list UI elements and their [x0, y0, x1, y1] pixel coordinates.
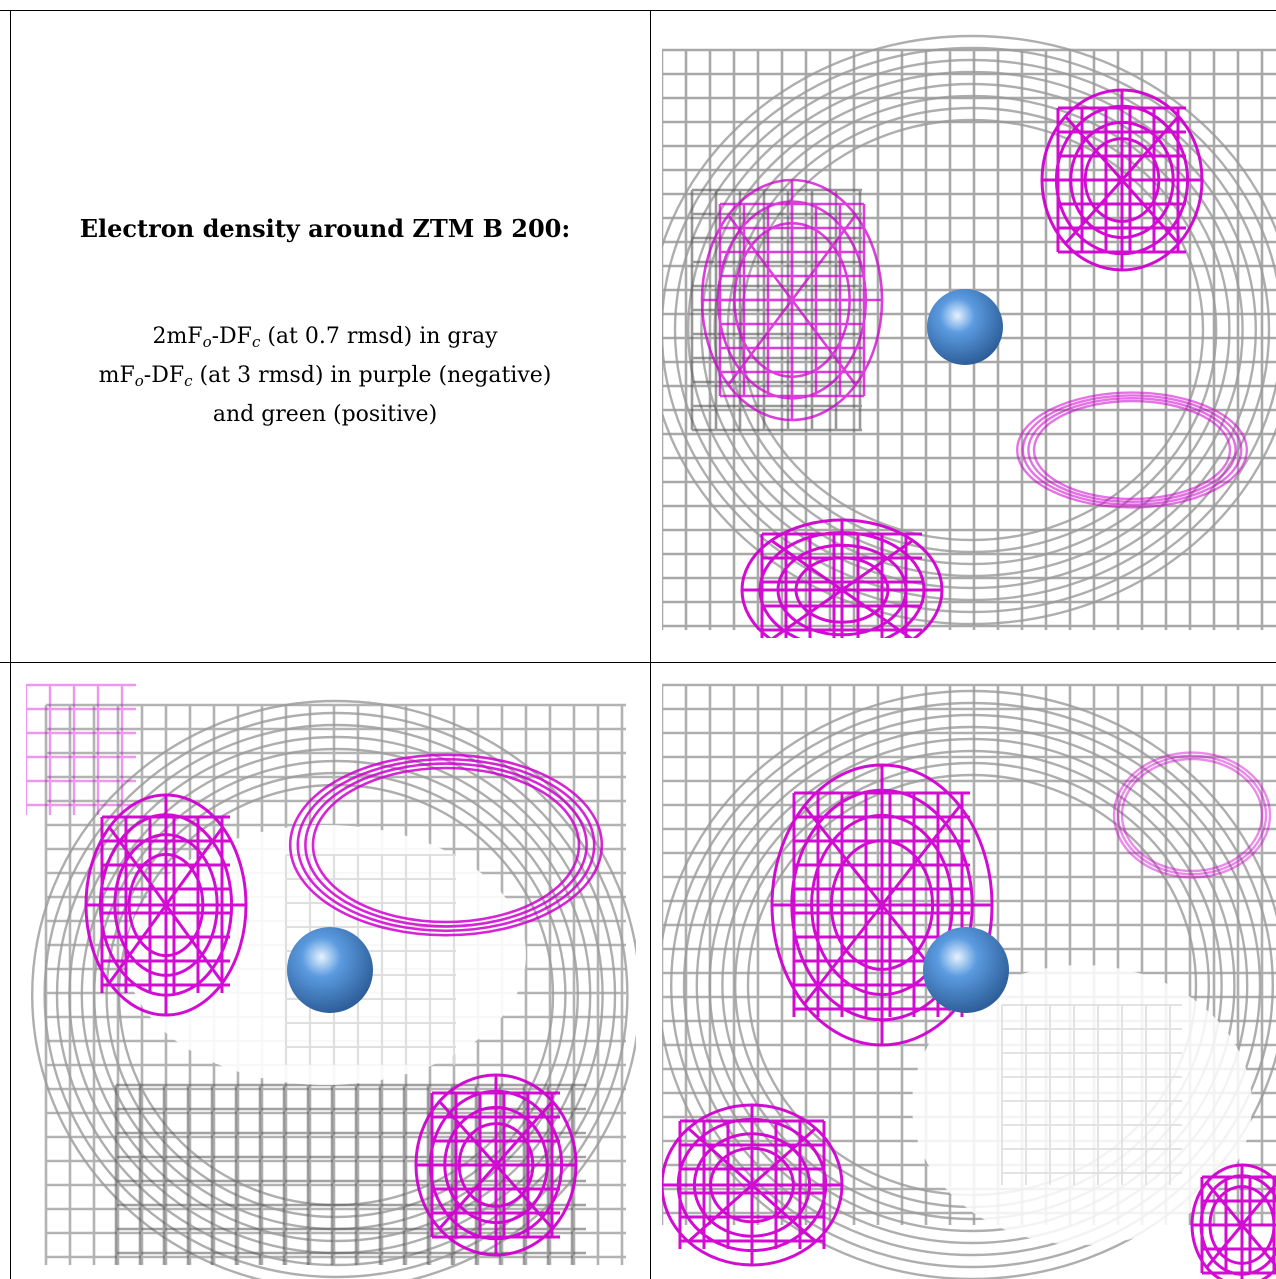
caption-line-positive: and green (positive) — [212, 402, 438, 427]
map-fofc-negative-blob — [414, 1073, 578, 1257]
middle-divider — [0, 662, 1276, 663]
map-fofc-negative-grid — [26, 683, 136, 815]
caption-body: 2mFo-DFc (at 0.7 rmsd) in gray mFo-DFc (… — [0, 320, 650, 431]
caption-line-fofc: mFo-DFc (at 3 rmsd) in purple (negative) — [98, 363, 552, 390]
map-fofc-negative-blob — [662, 1103, 844, 1267]
map-fofc-negative-blob — [700, 178, 884, 422]
center-divider — [650, 10, 651, 1279]
density-mesh-view — [662, 34, 1276, 638]
caption-cell: Electron density around ZTM B 200: 2mFo-… — [0, 0, 650, 660]
caption-title: Electron density around ZTM B 200: — [79, 214, 571, 243]
top-border — [0, 10, 1276, 11]
map-fofc-negative-sheet — [1016, 391, 1249, 509]
caption-line-2fofc: 2mFo-DFc (at 0.7 rmsd) in gray — [152, 324, 498, 351]
zinc-atom-sphere — [287, 927, 373, 1013]
map-fofc-negative-sheet — [288, 753, 604, 937]
map-fofc-negative-blob — [1190, 1163, 1276, 1279]
left-border — [10, 10, 11, 1279]
density-mesh-view — [662, 683, 1276, 1279]
density-panel-top-right — [662, 30, 1276, 638]
map-fofc-negative-blob — [740, 518, 944, 638]
map-fofc-negative-blob — [1040, 88, 1204, 272]
map-fofc-negative-blob — [84, 793, 248, 1017]
map-void — [912, 965, 1252, 1245]
zinc-atom-sphere — [927, 289, 1003, 365]
map-2fofc-shell — [662, 34, 1276, 626]
zinc-atom-sphere — [923, 927, 1009, 1013]
density-mesh-view — [26, 683, 636, 1279]
density-panel-bottom-left — [26, 665, 636, 1279]
map-fofc-negative-blob — [770, 763, 994, 1047]
density-panel-bottom-right — [662, 665, 1276, 1279]
map-2fofc-grid-faint — [1001, 1004, 1182, 1185]
map-fofc-negative-sheet — [1112, 751, 1272, 879]
